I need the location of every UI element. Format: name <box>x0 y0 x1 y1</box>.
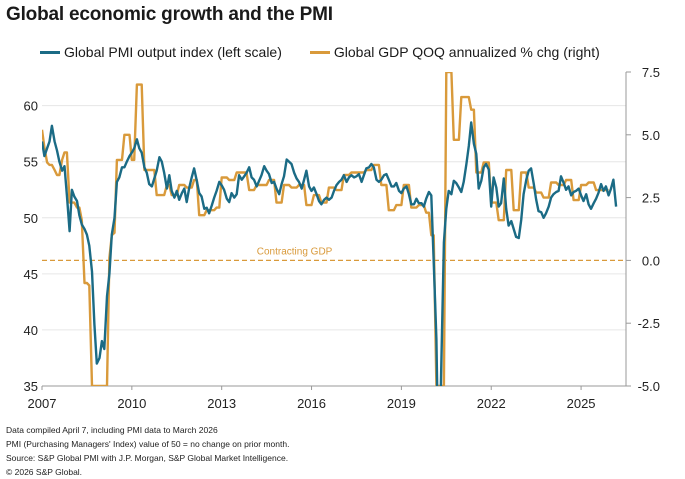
x-tick-label-2019: 2019 <box>387 396 416 411</box>
right-tick-label-0: -5.0 <box>638 379 660 394</box>
series-line-gdp <box>42 72 609 386</box>
x-tick-label-2007: 2007 <box>28 396 57 411</box>
left-tick-label-50: 50 <box>24 211 38 226</box>
series-line-pmi <box>42 121 618 386</box>
chart-legend: Global PMI output index (left scale) Glo… <box>40 44 628 60</box>
legend-label-pmi: Global PMI output index (left scale) <box>64 44 282 60</box>
x-tick-label-2013: 2013 <box>207 396 236 411</box>
left-tick-label-45: 45 <box>24 267 38 282</box>
x-tick-label-2022: 2022 <box>477 396 506 411</box>
x-tick-label-2016: 2016 <box>297 396 326 411</box>
left-tick-label-55: 55 <box>24 155 38 170</box>
right-tick-label-3: 2.5 <box>642 191 660 206</box>
right-tick-label-5: 7.5 <box>642 65 660 80</box>
footnote-pmi-definition: PMI (Purchasing Managers' Index) value o… <box>6 439 290 449</box>
footnote-copyright: © 2026 S&P Global. <box>6 467 83 477</box>
right-tick-label-2: 0.0 <box>642 253 660 268</box>
footnote-source: Source: S&P Global PMI with J.P. Morgan,… <box>6 453 289 463</box>
chart-title: Global economic growth and the PMI <box>6 4 333 25</box>
series-group <box>42 72 618 386</box>
left-tick-label-60: 60 <box>24 99 38 114</box>
legend-item-gdp: Global GDP QOQ annualized % chg (right) <box>309 44 600 60</box>
x-tick-label-2025: 2025 <box>567 396 596 411</box>
right-tick-label-4: 5.0 <box>642 128 660 143</box>
right-tick-label-1: -2.5 <box>638 316 660 331</box>
footnotes: Data compiled April 7, including PMI dat… <box>6 423 289 479</box>
chart-plot: 40 45 50 55 60 35 -5.0 -2.5 0.0 2.5 5.0 7.5 2007 2010… <box>24 65 660 411</box>
legend-label-gdp: Global GDP QOQ annualized % chg (right) <box>333 44 600 60</box>
left-tick-label-40: 40 <box>24 323 38 338</box>
legend-item-pmi: Global PMI output index (left scale) <box>40 44 282 60</box>
legend-swatch-gdp <box>309 50 330 54</box>
legend-swatch-pmi <box>40 50 60 54</box>
contracting-gdp-label: Contracting GDP <box>257 246 333 257</box>
x-tick-label-2010: 2010 <box>117 396 146 411</box>
left-tick-label-35: 35 <box>24 379 38 394</box>
footnote-data-compiled: Data compiled April 7, including PMI dat… <box>6 425 218 435</box>
